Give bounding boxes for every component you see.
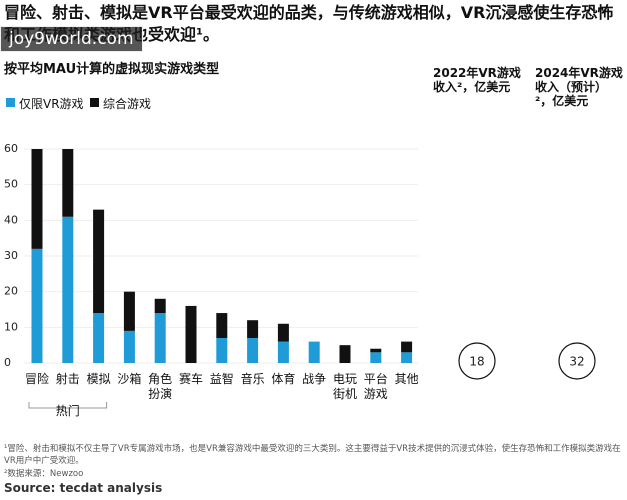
revenue-header: 2022年VR游戏收入²，亿美元	[433, 66, 521, 94]
legend-swatch	[6, 98, 15, 107]
x-tick-label: 沙箱	[117, 372, 142, 386]
bar-segment	[185, 305, 197, 363]
group-bracket	[28, 402, 108, 409]
subtitle: 按平均MAU计算的虚拟现实游戏类型	[4, 62, 220, 77]
legend-swatch	[90, 98, 99, 107]
x-tick-label: 平台游戏	[363, 372, 388, 401]
y-tick-label: 10	[4, 320, 18, 333]
footnote: ²数据来源：Newzoo	[4, 469, 84, 479]
x-tick-label: 模拟	[86, 372, 111, 386]
x-tick-label: 体育	[271, 372, 296, 386]
y-tick-label: 30	[4, 249, 18, 262]
bar-segment	[247, 320, 259, 339]
x-tick-label: 射击	[55, 372, 80, 386]
bar-segment	[154, 298, 166, 314]
bar-segment	[370, 352, 382, 363]
footnote: ¹冒险、射击和模拟不仅主导了VR专属游戏市场，也是VR兼容游戏中最受欢迎的三大类…	[4, 444, 621, 466]
bar-segment	[31, 149, 43, 249]
bar-segment	[401, 352, 413, 363]
bar-segment	[216, 313, 228, 339]
bar-segment	[277, 341, 289, 363]
bar-segment	[216, 338, 228, 363]
y-tick-label: 20	[4, 285, 18, 298]
bar-segment	[339, 345, 351, 363]
bar-segment	[154, 313, 166, 363]
bar-segment	[62, 216, 74, 363]
y-tick-label: 60	[4, 142, 18, 155]
y-tick-label: 40	[4, 213, 18, 226]
legend-label: 综合游戏	[103, 97, 152, 111]
x-tick-label: 益智	[209, 372, 234, 386]
x-tick-label: 角色扮演	[148, 372, 173, 401]
revenue-value: 18	[469, 355, 484, 369]
revenue-circle	[558, 342, 596, 380]
revenue-value: 32	[569, 355, 584, 369]
bar-segment	[247, 338, 259, 363]
bar-segment	[370, 348, 382, 353]
x-tick-label: 赛车	[178, 372, 203, 386]
revenue-circle	[458, 342, 496, 380]
bar-segment	[93, 313, 105, 363]
source: Source: tecdat analysis	[4, 481, 163, 495]
y-tick-label: 50	[4, 178, 18, 191]
bar-segment	[62, 149, 74, 217]
group-label: 热门	[55, 404, 80, 418]
x-tick-label: 音乐	[240, 372, 265, 386]
x-tick-label: 其他	[394, 372, 419, 386]
x-tick-label: 战争	[302, 372, 327, 386]
bar-segment	[277, 323, 289, 342]
legend-label: 仅限VR游戏	[19, 97, 84, 111]
y-tick-label: 0	[4, 356, 11, 369]
watermark: joy9world.com	[0, 26, 143, 52]
bar-segment	[31, 248, 43, 363]
bar-segment	[308, 341, 320, 363]
x-tick-label: 电玩街机	[332, 372, 357, 401]
bar-segment	[93, 209, 105, 314]
revenue-header: 2024年VR游戏收入（预计）²，亿美元	[535, 66, 623, 108]
bar-segment	[401, 341, 413, 353]
bar-segment	[123, 330, 135, 363]
x-tick-label: 冒险	[24, 372, 49, 386]
bar-segment	[123, 291, 135, 331]
